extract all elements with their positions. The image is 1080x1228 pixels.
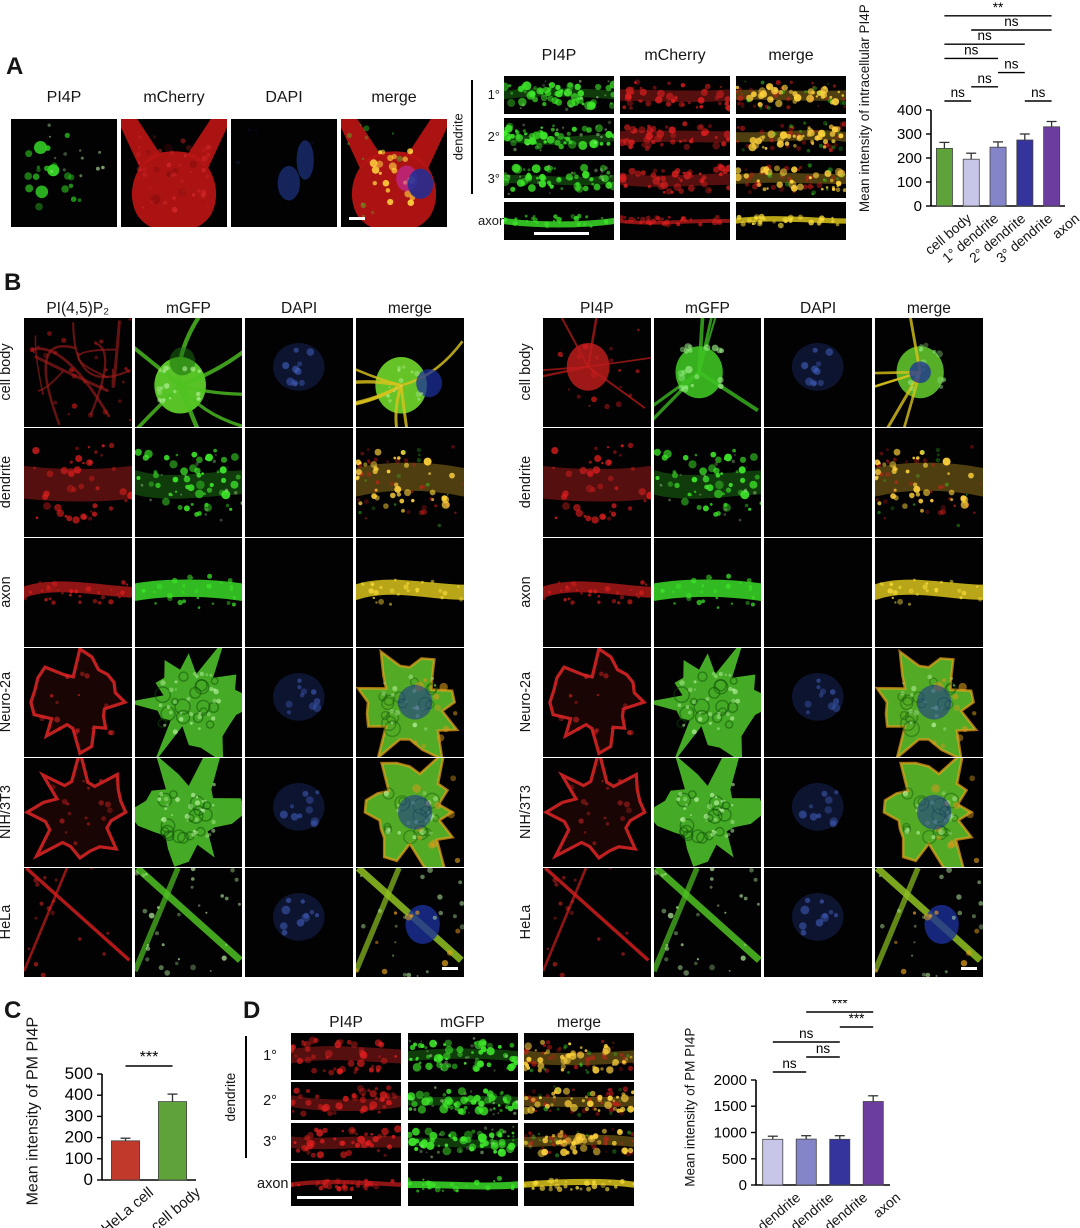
svg-text:ns: ns bbox=[951, 85, 966, 100]
svg-text:ns: ns bbox=[799, 1026, 814, 1041]
svg-text:300: 300 bbox=[897, 126, 922, 143]
svg-text:200: 200 bbox=[65, 1128, 93, 1147]
svg-text:***: *** bbox=[140, 1049, 159, 1066]
svg-text:ns: ns bbox=[1031, 85, 1046, 100]
svg-text:100: 100 bbox=[65, 1149, 93, 1168]
svg-text:1000: 1000 bbox=[714, 1125, 747, 1142]
svg-text:**: ** bbox=[993, 0, 1004, 15]
svg-text:***: *** bbox=[849, 1011, 866, 1026]
svg-text:0: 0 bbox=[914, 198, 922, 215]
svg-text:ns: ns bbox=[816, 1041, 831, 1056]
svg-text:0: 0 bbox=[739, 1177, 747, 1194]
svg-text:1500: 1500 bbox=[714, 1098, 747, 1115]
svg-text:ns: ns bbox=[977, 71, 992, 86]
svg-text:***: *** bbox=[832, 1000, 849, 1011]
svg-text:ns: ns bbox=[1004, 57, 1019, 72]
svg-text:2000: 2000 bbox=[714, 1072, 747, 1089]
svg-text:300: 300 bbox=[65, 1106, 93, 1125]
svg-text:ns: ns bbox=[782, 1056, 797, 1071]
svg-text:400: 400 bbox=[65, 1085, 93, 1104]
svg-text:200: 200 bbox=[897, 150, 922, 167]
svg-text:500: 500 bbox=[65, 1064, 93, 1083]
svg-text:500: 500 bbox=[722, 1151, 747, 1168]
svg-text:100: 100 bbox=[897, 174, 922, 191]
svg-text:400: 400 bbox=[897, 102, 922, 119]
svg-text:0: 0 bbox=[84, 1170, 93, 1189]
